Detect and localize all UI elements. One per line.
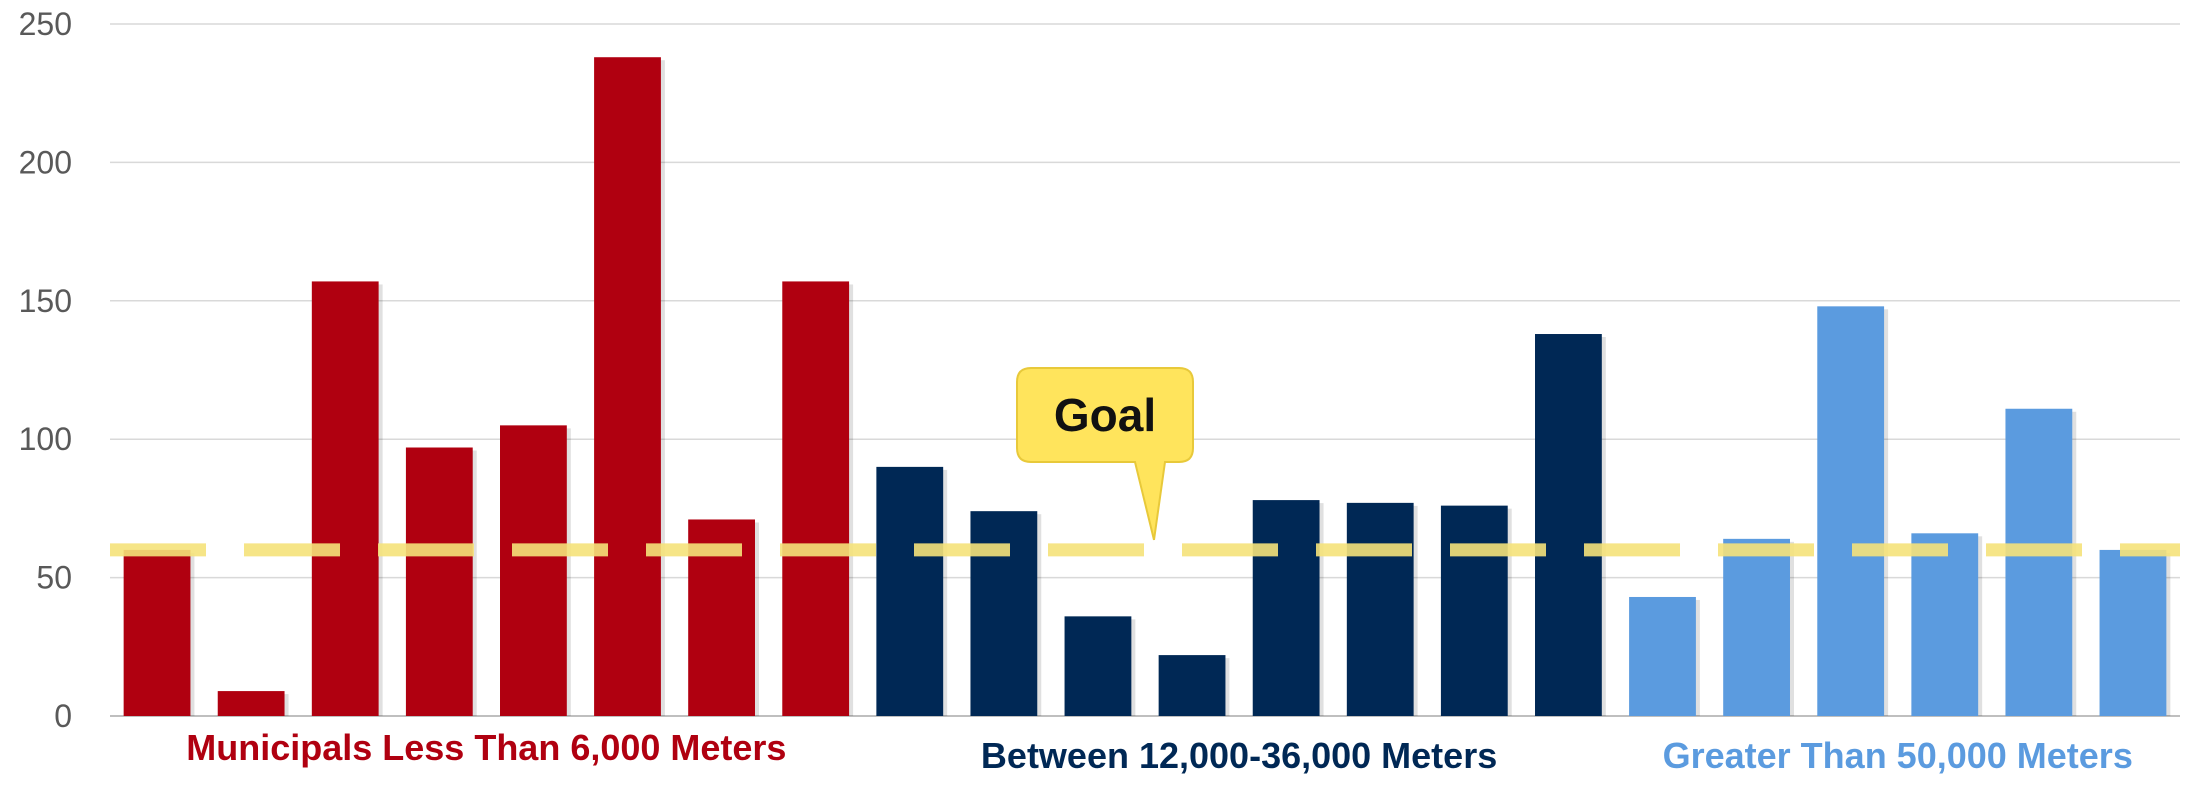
group-label: Greater Than 50,000 Meters	[1663, 735, 2133, 776]
bar	[217, 691, 285, 716]
bar	[123, 549, 191, 716]
bar	[876, 466, 944, 716]
bar	[594, 57, 661, 716]
bar	[1252, 500, 1320, 716]
bar	[782, 281, 850, 716]
goal-callout: Goal	[1016, 367, 1194, 541]
bar	[1817, 306, 1885, 716]
bar	[1158, 655, 1226, 716]
y-tick-label: 250	[19, 6, 72, 42]
bar	[2099, 549, 2167, 716]
goal-callout-label: Goal	[1054, 389, 1156, 441]
bar	[1064, 616, 1132, 716]
group-label: Municipals Less Than 6,000 Meters	[186, 727, 786, 768]
bar	[1346, 502, 1414, 716]
bars	[123, 57, 2171, 716]
bar	[405, 447, 473, 716]
bar	[311, 281, 379, 716]
bar	[1911, 533, 1979, 716]
y-tick-label: 0	[54, 698, 72, 734]
bar	[500, 425, 567, 716]
bar	[1629, 596, 1696, 716]
bar	[1440, 505, 1508, 716]
y-tick-label: 50	[36, 560, 72, 596]
y-axis-tick-labels: 0 50 100 150 200 250	[19, 6, 72, 734]
group-labels: Municipals Less Than 6,000 Meters Between…	[186, 727, 2133, 776]
bar	[2005, 408, 2073, 716]
y-tick-label: 200	[19, 144, 72, 180]
group-label: Between 12,000-36,000 Meters	[981, 735, 1497, 776]
goal-callout-bubble	[1016, 367, 1194, 541]
bar	[970, 511, 1038, 716]
bar	[1723, 538, 1790, 716]
bar	[1535, 334, 1602, 716]
y-tick-label: 100	[19, 421, 72, 457]
y-tick-label: 150	[19, 283, 72, 319]
